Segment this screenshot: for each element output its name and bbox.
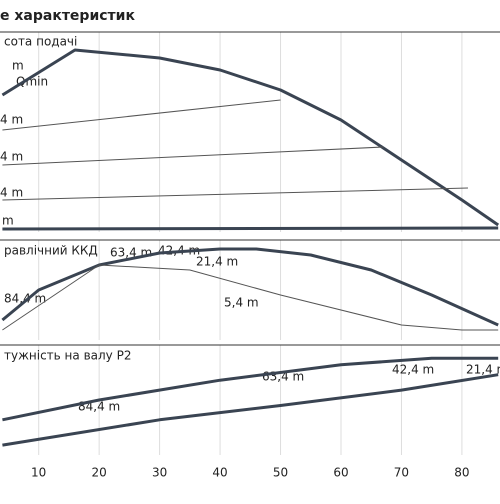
curve	[2, 146, 384, 166]
curve	[1, 247, 499, 327]
annotation: 4 m	[0, 113, 23, 127]
annotation: m	[12, 59, 24, 73]
x-tick-label: 60	[333, 466, 348, 480]
x-tick-label: 40	[212, 466, 227, 480]
annotation: 5,4 m	[224, 296, 259, 310]
annotation: 84,4 m	[4, 292, 46, 306]
panel-title: тужність на валу P2	[4, 349, 131, 363]
annotation: Qmin	[16, 75, 48, 89]
annotation: 4 m	[0, 186, 23, 200]
annotation: 42,4 m	[392, 363, 434, 377]
x-tick-label: 70	[394, 466, 409, 480]
curve	[2, 264, 499, 331]
curve	[1, 48, 500, 227]
curve	[2, 373, 499, 447]
x-tick-label: 30	[152, 466, 167, 480]
x-tick-label: 20	[92, 466, 107, 480]
panel-title: равлічний ККД	[4, 244, 98, 258]
annotation: 21,4 m	[196, 255, 238, 269]
panel-title: сота подачі	[4, 35, 77, 49]
curve	[2, 226, 499, 231]
x-tick-label: 80	[454, 466, 469, 480]
chart-title: е характеристик	[0, 8, 135, 24]
x-tick-label: 50	[273, 466, 288, 480]
curve	[2, 99, 281, 131]
annotation: m	[2, 214, 14, 228]
curve	[2, 356, 499, 422]
annotation: 4 m	[0, 150, 23, 164]
x-tick-label: 10	[31, 466, 46, 480]
annotation: 21,4 m	[466, 363, 500, 377]
curve	[2, 187, 468, 201]
